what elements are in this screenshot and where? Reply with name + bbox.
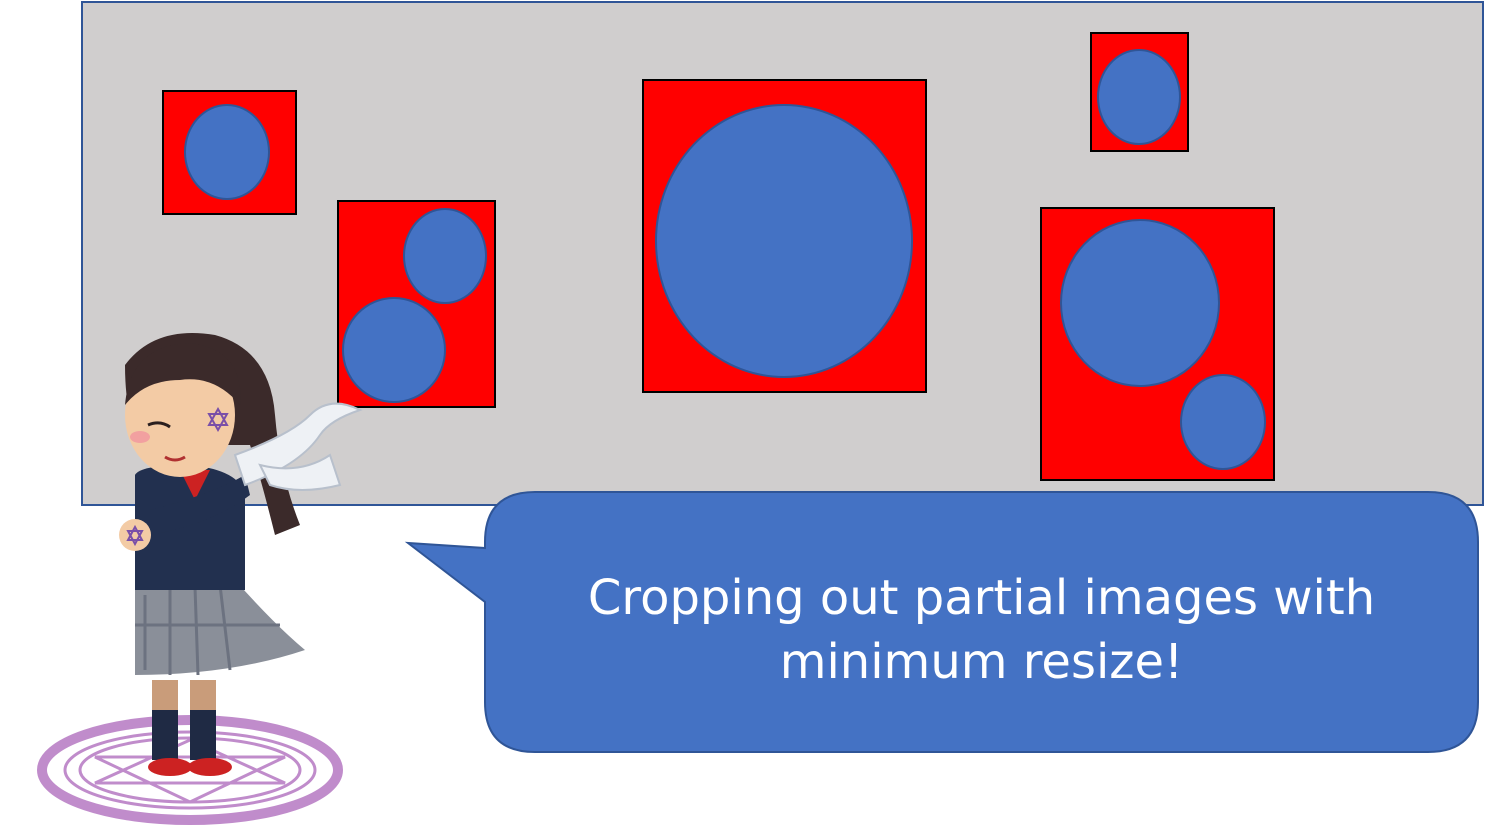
crop-box-3 bbox=[642, 79, 927, 393]
blue-circle bbox=[1097, 49, 1181, 145]
bubble-caption: Cropping out partial images with minimum… bbox=[485, 555, 1478, 705]
caption-line-2: minimum resize! bbox=[779, 634, 1184, 690]
blue-circle bbox=[1060, 219, 1220, 387]
blue-circle bbox=[184, 104, 270, 200]
crop-box-2 bbox=[337, 200, 496, 408]
blue-circle bbox=[342, 297, 446, 403]
caption-line-1: Cropping out partial images with bbox=[587, 570, 1376, 626]
blue-circle bbox=[655, 104, 913, 378]
crop-box-5 bbox=[1040, 207, 1275, 481]
blue-circle bbox=[403, 208, 487, 304]
blue-circle bbox=[1180, 374, 1266, 470]
crop-box-1 bbox=[162, 90, 297, 215]
crop-box-4 bbox=[1090, 32, 1189, 152]
magical-girl-illustration bbox=[37, 333, 363, 825]
